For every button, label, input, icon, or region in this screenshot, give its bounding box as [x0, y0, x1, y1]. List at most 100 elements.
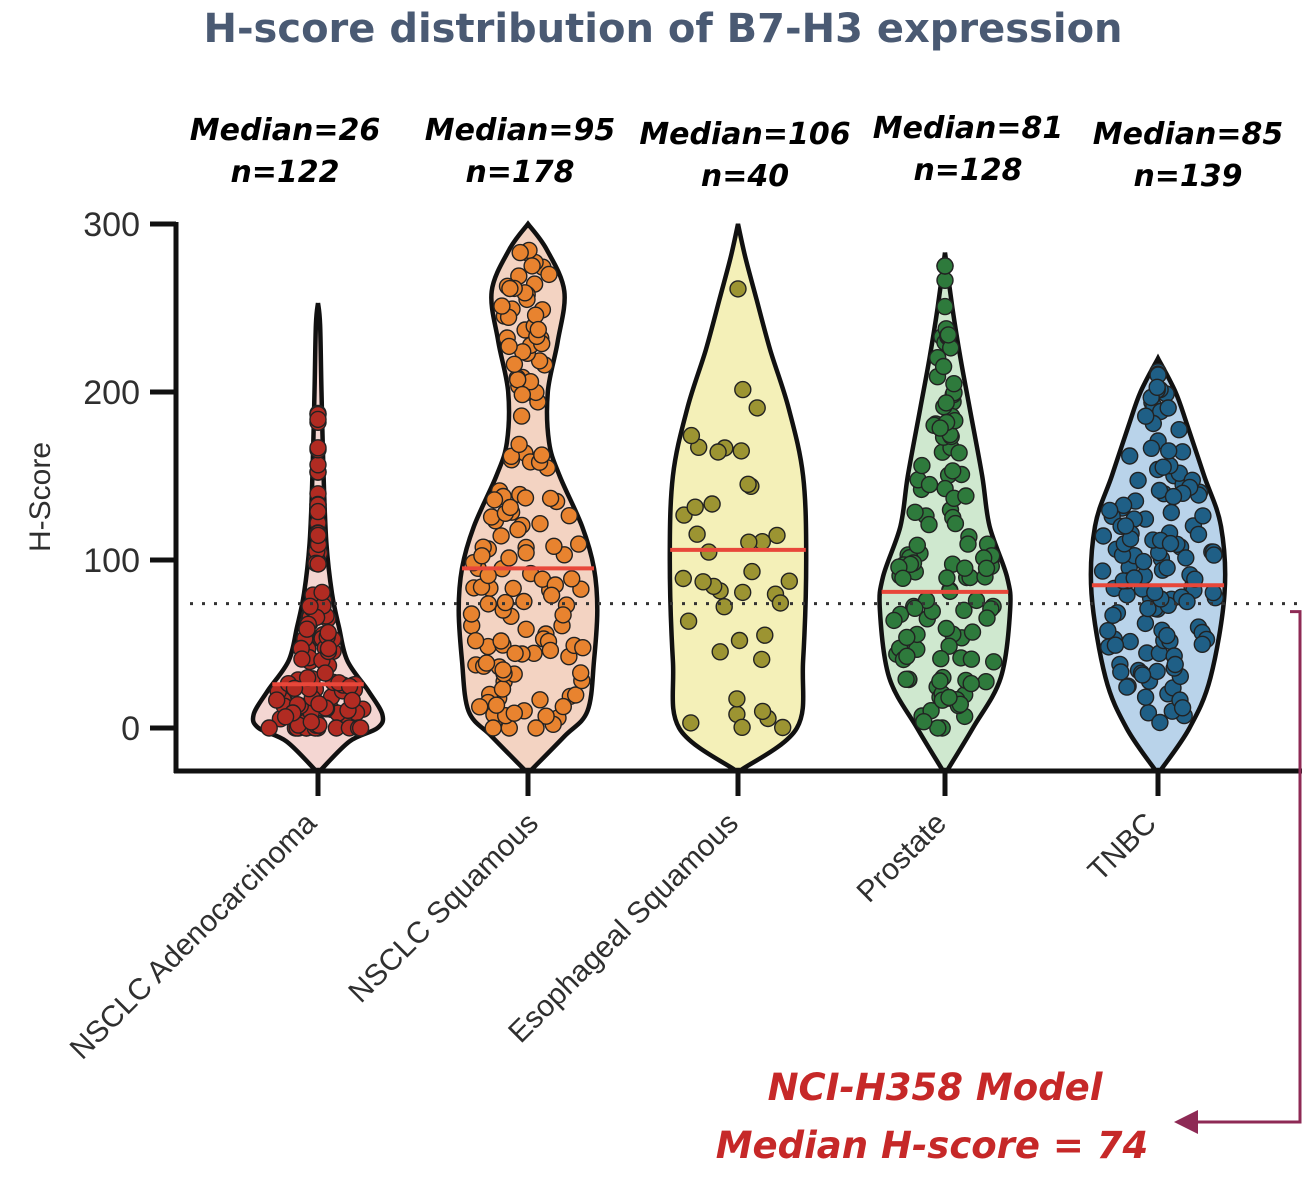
median-label-4: Median=81: [873, 111, 1063, 146]
data-point: [268, 691, 286, 709]
data-point: [906, 599, 924, 617]
data-point: [504, 579, 522, 598]
data-point: [351, 719, 370, 737]
data-point: [1170, 421, 1188, 439]
data-point: [293, 650, 311, 668]
data-point: [1112, 663, 1130, 681]
data-point: [700, 543, 718, 561]
data-point: [679, 612, 698, 630]
data-point: [509, 520, 527, 539]
data-point: [501, 498, 519, 517]
data-point: [950, 444, 968, 462]
data-point: [743, 562, 761, 581]
y-tick-label: 300: [83, 206, 140, 244]
data-point: [309, 555, 327, 573]
data-point: [1136, 688, 1155, 706]
violin-3: [667, 223, 809, 773]
data-point: [512, 407, 531, 425]
x-tick-label: TNBC: [1082, 807, 1163, 888]
data-point: [734, 380, 752, 399]
data-point: [1178, 592, 1196, 611]
data-point: [937, 394, 955, 412]
data-point: [936, 257, 954, 275]
data-point: [473, 547, 491, 565]
data-point: [309, 410, 327, 429]
data-point: [510, 435, 528, 454]
median-lines-layer: [272, 547, 1225, 687]
data-point: [1094, 527, 1113, 545]
n-label-4: n=128: [913, 153, 1022, 188]
data-point: [774, 718, 792, 737]
data-point: [936, 297, 954, 316]
data-point: [1116, 517, 1135, 535]
points-layer: [260, 241, 1225, 737]
data-point: [462, 605, 481, 623]
data-point: [310, 695, 328, 713]
data-point: [682, 714, 700, 732]
data-point: [1121, 632, 1139, 651]
data-point: [1164, 487, 1183, 506]
x-tick-label: NSCLC Adenocarcinoma: [64, 806, 323, 1065]
data-point: [545, 537, 563, 555]
data-point: [898, 647, 916, 665]
data-point: [531, 515, 549, 533]
data-point: [309, 526, 327, 545]
n-label-5: n=139: [1133, 159, 1242, 194]
data-point: [301, 597, 319, 615]
data-point: [1189, 525, 1208, 544]
y-tick-label: 100: [83, 542, 140, 580]
median-label-1: Median=26: [190, 113, 380, 148]
data-point: [739, 475, 757, 493]
data-point: [768, 526, 786, 545]
data-point: [730, 631, 749, 650]
data-point: [674, 569, 692, 588]
data-point: [502, 447, 520, 465]
data-point: [298, 620, 316, 638]
x-tick-label: NSCLC Squamous: [342, 807, 545, 1010]
data-point: [554, 606, 572, 624]
data-point: [1161, 534, 1180, 553]
data-point: [963, 623, 982, 641]
y-tick-label: 200: [83, 374, 140, 412]
data-point: [955, 601, 973, 619]
annotation-line2: Median H-score = 74: [716, 1124, 1149, 1167]
data-point: [319, 639, 338, 658]
data-point: [1148, 662, 1166, 681]
data-point: [572, 664, 590, 682]
median-label-2: Median=95: [425, 113, 615, 148]
data-point: [688, 525, 706, 543]
data-point: [309, 456, 327, 474]
data-point: [940, 637, 958, 655]
data-point: [477, 654, 496, 672]
data-point: [962, 650, 981, 668]
data-point: [516, 489, 535, 507]
data-point: [908, 536, 926, 554]
data-point: [540, 265, 558, 284]
data-point: [515, 592, 533, 611]
n-label-1: n=122: [230, 155, 339, 190]
data-point: [531, 691, 549, 709]
data-point: [728, 690, 746, 708]
data-point: [1151, 713, 1169, 732]
data-point: [496, 593, 515, 612]
data-point: [1193, 635, 1212, 653]
data-point: [541, 489, 560, 508]
data-point: [500, 549, 518, 567]
data-point: [682, 426, 701, 445]
data-point: [527, 719, 545, 737]
data-point: [1158, 559, 1176, 577]
data-point: [484, 719, 502, 737]
chart-title: H-score distribution of B7-H3 expression: [203, 6, 1122, 52]
data-point: [574, 639, 592, 657]
data-point: [1118, 678, 1136, 696]
data-point: [977, 559, 996, 577]
data-point: [554, 697, 572, 716]
data-point: [898, 628, 916, 647]
data-point: [944, 462, 962, 480]
data-point: [733, 718, 751, 736]
data-point: [686, 498, 704, 516]
data-point: [885, 611, 903, 630]
data-point: [533, 446, 551, 464]
